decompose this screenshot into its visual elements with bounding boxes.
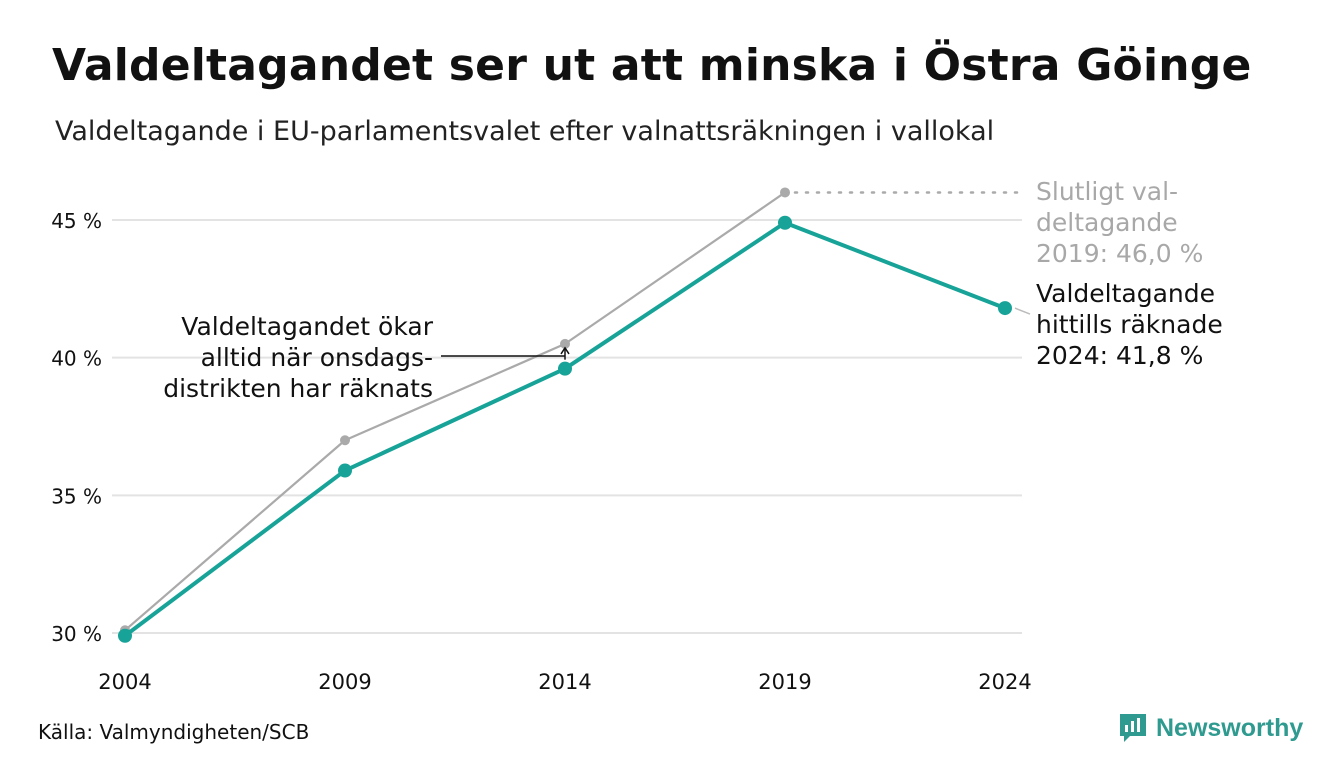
y-tick-label: 45 % <box>51 209 102 233</box>
y-axis-ticks: 30 % 35 % 40 % 45 % <box>51 209 102 646</box>
series-line-final <box>124 191 786 632</box>
brand-logo: Newsworthy <box>1118 712 1303 744</box>
y-tick-label: 40 % <box>51 347 102 371</box>
chart-subtitle: Valdeltagande i EU-parlamentsvalet efter… <box>55 116 995 147</box>
x-tick-label: 2019 <box>758 670 811 694</box>
x-tick-label: 2009 <box>318 670 371 694</box>
data-point-final <box>780 187 790 198</box>
data-point-election_night <box>998 301 1012 316</box>
y-tick-label: 35 % <box>51 484 102 508</box>
wednesday-annotation: Valdeltagandet ökar alltid när onsdags-di… <box>163 312 433 403</box>
night-leader-line <box>1014 307 1031 315</box>
chart-title: Valdeltagandet ser ut att minska i Östra… <box>52 40 1252 91</box>
x-tick-label: 2004 <box>98 670 151 694</box>
current-turnout-annotation: Valdeltagande hittills räknade 2024: 41,8 … <box>1036 279 1223 370</box>
data-point-election_night <box>118 628 132 643</box>
x-tick-label: 2014 <box>538 670 591 694</box>
data-point-election_night <box>778 215 792 230</box>
x-axis-ticks: 2004 2009 2014 2019 2024 <box>98 670 1031 694</box>
data-point-final <box>560 338 570 349</box>
data-point-election_night <box>558 361 572 376</box>
series-line-election_night <box>123 220 1006 638</box>
series-lines <box>118 187 1012 643</box>
newsworthy-icon <box>1120 714 1146 742</box>
data-point-final <box>340 435 350 446</box>
pointer-arrowhead <box>560 346 570 355</box>
source-note: Källa: Valmyndigheten/SCB <box>38 720 310 744</box>
final-turnout-annotation: Slutligt val-deltagande 2019: 46,0 % <box>1036 177 1203 268</box>
y-tick-label: 30 % <box>51 622 102 646</box>
x-tick-label: 2024 <box>978 670 1031 694</box>
data-point-election_night <box>338 463 352 478</box>
brand-name: Newsworthy <box>1156 713 1304 742</box>
annotations: Slutligt val-deltagande 2019: 46,0 % Valde… <box>163 177 1222 403</box>
grid-lines <box>112 219 1022 634</box>
